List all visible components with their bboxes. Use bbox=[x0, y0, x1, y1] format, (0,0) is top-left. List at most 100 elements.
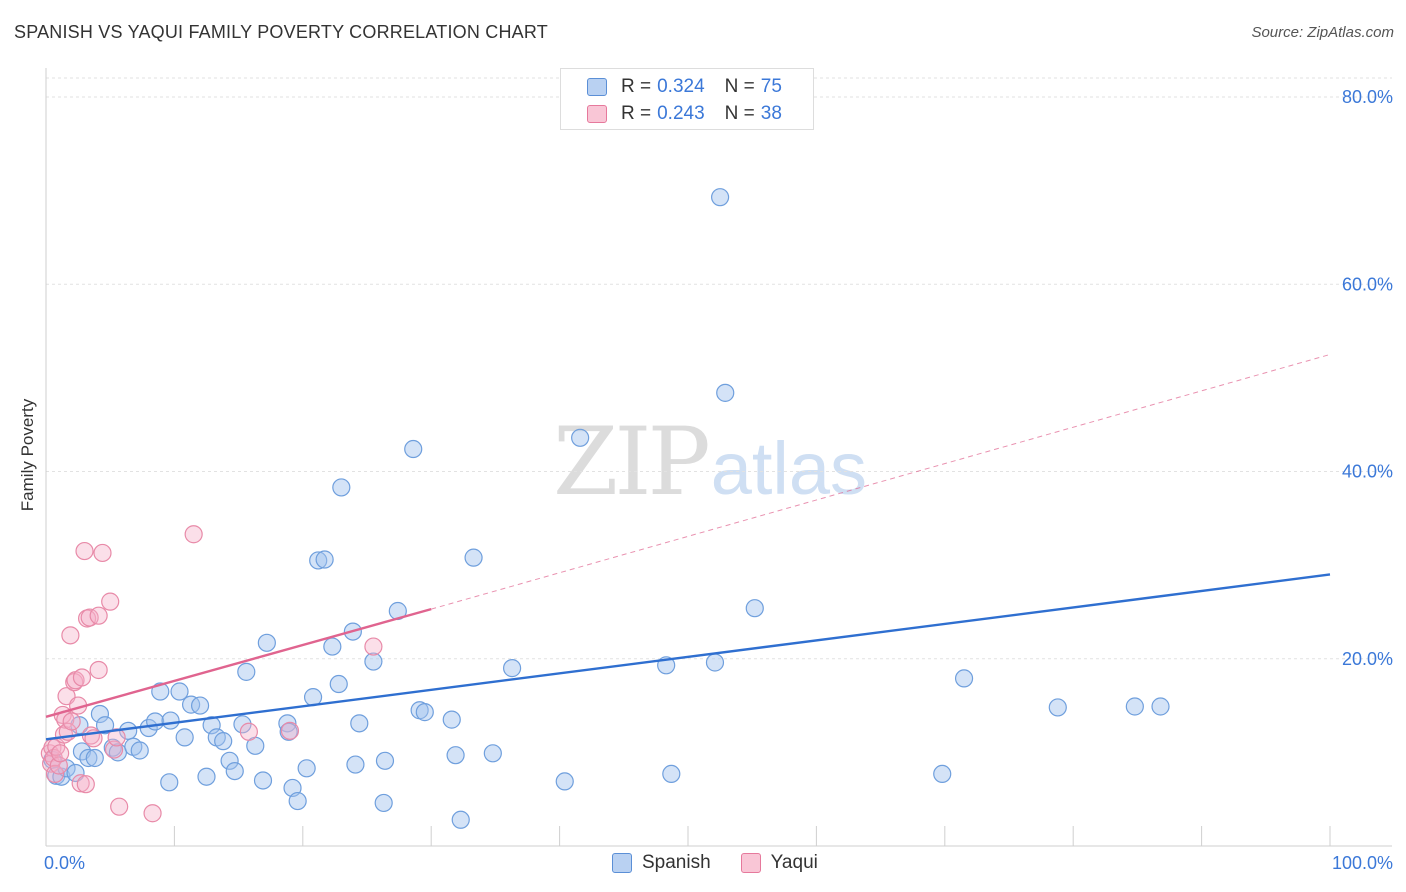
point-yaqui bbox=[110, 797, 129, 816]
point-spanish bbox=[415, 703, 434, 722]
point-spanish bbox=[288, 791, 307, 811]
legend-stats: R = 0.324 N = 75 R = 0.243 N = 38 bbox=[560, 68, 814, 130]
point-spanish bbox=[446, 746, 465, 765]
point-spanish bbox=[79, 748, 98, 768]
legend-swatch-spanish bbox=[612, 853, 632, 873]
legend-row-yaqui: R = 0.243 N = 38 bbox=[587, 102, 782, 126]
point-yaqui bbox=[93, 543, 112, 563]
point-spanish bbox=[483, 744, 502, 763]
point-spanish bbox=[220, 751, 239, 770]
x-tick-label: 0.0% bbox=[44, 853, 85, 873]
legend-r-label: R = bbox=[621, 76, 652, 97]
point-spanish bbox=[237, 662, 256, 681]
point-yaqui bbox=[101, 592, 120, 611]
point-spanish bbox=[705, 653, 725, 672]
point-spanish bbox=[190, 696, 210, 715]
point-yaqui bbox=[107, 728, 126, 747]
legend-item-yaqui: Yaqui bbox=[740, 852, 818, 874]
y-tick-label: 60.0% bbox=[1342, 274, 1393, 294]
point-yaqui bbox=[89, 606, 108, 625]
point-spanish bbox=[933, 764, 952, 784]
point-spanish bbox=[350, 714, 369, 733]
point-yaqui bbox=[143, 804, 162, 823]
trendline-extension-yaqui bbox=[431, 353, 1331, 610]
point-spanish bbox=[954, 669, 974, 688]
x-tick-label: 100.0% bbox=[1332, 853, 1393, 873]
point-spanish bbox=[146, 712, 165, 731]
point-spanish bbox=[323, 637, 342, 656]
point-spanish bbox=[364, 652, 383, 671]
point-yaqui bbox=[364, 637, 383, 656]
point-spanish bbox=[297, 759, 316, 778]
legend-swatch-yaqui bbox=[740, 853, 761, 873]
point-spanish bbox=[1151, 697, 1170, 716]
point-spanish bbox=[214, 732, 233, 751]
point-spanish bbox=[95, 716, 115, 735]
point-spanish bbox=[90, 704, 110, 724]
point-spanish bbox=[253, 771, 273, 790]
point-yaqui bbox=[62, 712, 81, 731]
point-yaqui bbox=[184, 525, 203, 544]
point-spanish bbox=[404, 439, 423, 459]
watermark-atlas: atlas bbox=[710, 427, 868, 510]
point-spanish bbox=[257, 633, 276, 652]
point-yaqui bbox=[239, 722, 258, 741]
point-spanish bbox=[745, 599, 764, 618]
point-spanish bbox=[309, 551, 328, 570]
source-label: Source: ZipAtlas.com bbox=[1251, 24, 1394, 41]
legend-n-label: N = bbox=[724, 103, 755, 124]
point-yaqui bbox=[280, 721, 300, 740]
point-spanish bbox=[233, 715, 252, 734]
legend-r-value: 0.324 bbox=[657, 76, 705, 97]
point-spanish bbox=[332, 478, 351, 497]
legend-n-value: 75 bbox=[760, 76, 782, 97]
point-spanish bbox=[346, 755, 365, 774]
point-yaqui bbox=[71, 774, 90, 793]
point-spanish bbox=[451, 810, 470, 829]
legend-r-label: R = bbox=[621, 103, 652, 124]
point-spanish bbox=[662, 764, 681, 784]
point-spanish bbox=[161, 711, 180, 730]
watermark-zip: ZIP bbox=[553, 408, 711, 517]
point-spanish bbox=[716, 383, 735, 402]
legend-r-value: 0.243 bbox=[657, 103, 705, 124]
point-spanish bbox=[279, 722, 298, 741]
y-tick-label: 80.0% bbox=[1342, 87, 1393, 107]
point-spanish bbox=[130, 741, 149, 760]
trendline-spanish bbox=[45, 573, 1331, 741]
point-spanish bbox=[329, 674, 348, 694]
legend-n-label: N = bbox=[724, 76, 755, 97]
point-spanish bbox=[1048, 698, 1067, 717]
point-spanish bbox=[464, 548, 483, 567]
point-yaqui bbox=[76, 775, 95, 794]
point-spanish bbox=[1125, 697, 1144, 716]
legend-swatch-spanish bbox=[587, 78, 607, 96]
point-spanish bbox=[375, 751, 395, 770]
point-spanish bbox=[175, 728, 194, 747]
y-tick-label: 40.0% bbox=[1342, 462, 1393, 482]
point-spanish bbox=[374, 793, 393, 813]
legend-item-spanish: Spanish bbox=[612, 852, 711, 874]
legend-row-spanish: R = 0.324 N = 75 bbox=[587, 75, 782, 99]
legend-series: Spanish Yaqui bbox=[612, 852, 848, 874]
point-yaqui bbox=[80, 608, 99, 627]
point-yaqui bbox=[72, 668, 92, 687]
legend-label-yaqui: Yaqui bbox=[770, 852, 818, 873]
watermark: ZIPatlas bbox=[553, 408, 867, 517]
point-spanish bbox=[225, 761, 244, 781]
point-spanish bbox=[160, 773, 179, 792]
point-spanish bbox=[170, 682, 189, 701]
point-spanish bbox=[85, 748, 104, 768]
trendline-yaqui bbox=[45, 607, 432, 718]
point-yaqui bbox=[51, 744, 70, 763]
point-yaqui bbox=[75, 541, 94, 561]
chart-title: SPANISH VS YAQUI FAMILY POVERTY CORRELAT… bbox=[14, 22, 548, 42]
legend-label-spanish: Spanish bbox=[642, 852, 711, 873]
point-spanish bbox=[710, 188, 730, 207]
point-yaqui bbox=[45, 764, 65, 784]
point-spanish bbox=[502, 659, 522, 678]
point-spanish bbox=[555, 772, 574, 791]
point-spanish bbox=[315, 550, 334, 569]
legend-n-value: 38 bbox=[760, 103, 782, 124]
